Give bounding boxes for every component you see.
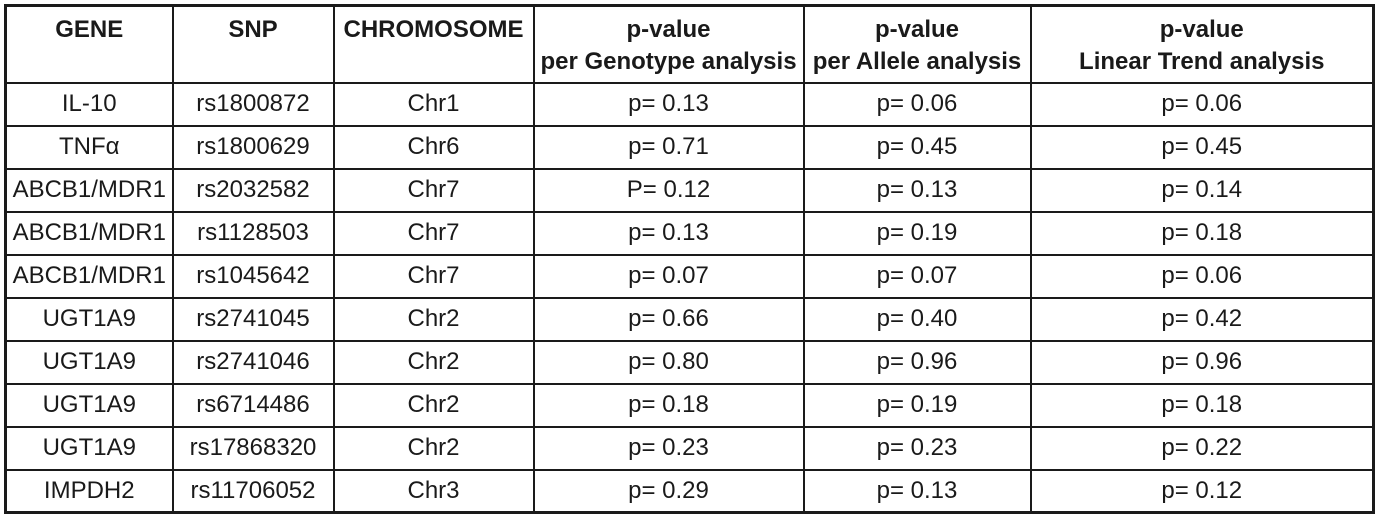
cell-snp: rs11706052 (171, 468, 335, 514)
cell-pvalue-genotype: p= 0.66 (532, 296, 805, 342)
cell-gene: ABCB1/MDR1 (4, 253, 174, 299)
cell-pvalue-allele: p= 0.45 (802, 124, 1032, 170)
cell-pvalue-genotype: p= 0.29 (532, 468, 805, 514)
cell-pvalue-linear-trend: p= 0.22 (1029, 425, 1375, 471)
table-row: IL-10 rs1800872 Chr1 p= 0.13 p= 0.06 p= … (4, 81, 1375, 127)
cell-chromosome: Chr7 (332, 167, 535, 213)
cell-pvalue-genotype: p= 0.80 (532, 339, 805, 385)
cell-pvalue-genotype: p= 0.23 (532, 425, 805, 471)
cell-pvalue-allele: p= 0.13 (802, 468, 1032, 514)
cell-snp: rs2741045 (171, 296, 335, 342)
table-row: TNFα rs1800629 Chr6 p= 0.71 p= 0.45 p= 0… (4, 124, 1375, 170)
cell-snp: rs6714486 (171, 382, 335, 428)
cell-pvalue-allele: p= 0.19 (802, 382, 1032, 428)
column-header-chromosome: CHROMOSOME (332, 4, 535, 84)
table-row: UGT1A9 rs17868320 Chr2 p= 0.23 p= 0.23 p… (4, 425, 1375, 471)
header-label-line2: per Allele analysis (812, 48, 1022, 75)
cell-pvalue-linear-trend: p= 0.18 (1029, 382, 1375, 428)
header-label: CHROMOSOME (343, 16, 524, 43)
column-header-pvalue-linear-trend: p-value Linear Trend analysis (1029, 4, 1375, 84)
cell-pvalue-allele: p= 0.13 (802, 167, 1032, 213)
cell-pvalue-linear-trend: p= 0.14 (1029, 167, 1375, 213)
cell-snp: rs1800872 (171, 81, 335, 127)
header-label-line2: per Genotype analysis (540, 48, 797, 75)
table-row: ABCB1/MDR1 rs1128503 Chr7 p= 0.13 p= 0.1… (4, 210, 1375, 256)
cell-pvalue-linear-trend: p= 0.42 (1029, 296, 1375, 342)
cell-chromosome: Chr6 (332, 124, 535, 170)
snp-pvalue-table: GENE SNP CHROMOSOME p-value per Genotype… (4, 4, 1375, 514)
header-label-line1: p-value (874, 16, 960, 43)
cell-chromosome: Chr7 (332, 253, 535, 299)
header-label: SNP (228, 16, 278, 43)
table-row: UGT1A9 rs6714486 Chr2 p= 0.18 p= 0.19 p=… (4, 382, 1375, 428)
cell-pvalue-linear-trend: p= 0.18 (1029, 210, 1375, 256)
cell-chromosome: Chr2 (332, 425, 535, 471)
table-row: UGT1A9 rs2741046 Chr2 p= 0.80 p= 0.96 p=… (4, 339, 1375, 385)
cell-pvalue-linear-trend: p= 0.45 (1029, 124, 1375, 170)
cell-gene: IMPDH2 (4, 468, 174, 514)
cell-gene: IL-10 (4, 81, 174, 127)
header-label-line1: p-value (1159, 16, 1244, 43)
cell-pvalue-genotype: p= 0.13 (532, 210, 805, 256)
cell-gene: ABCB1/MDR1 (4, 210, 174, 256)
cell-pvalue-genotype: P= 0.12 (532, 167, 805, 213)
cell-chromosome: Chr2 (332, 382, 535, 428)
cell-pvalue-allele: p= 0.06 (802, 81, 1032, 127)
cell-snp: rs2741046 (171, 339, 335, 385)
table-header: GENE SNP CHROMOSOME p-value per Genotype… (4, 4, 1375, 84)
cell-chromosome: Chr7 (332, 210, 535, 256)
cell-chromosome: Chr2 (332, 339, 535, 385)
cell-snp: rs17868320 (171, 425, 335, 471)
cell-chromosome: Chr1 (332, 81, 535, 127)
column-header-pvalue-allele: p-value per Allele analysis (802, 4, 1032, 84)
cell-pvalue-linear-trend: p= 0.12 (1029, 468, 1375, 514)
cell-pvalue-genotype: p= 0.71 (532, 124, 805, 170)
table-row: UGT1A9 rs2741045 Chr2 p= 0.66 p= 0.40 p=… (4, 296, 1375, 342)
cell-snp: rs1800629 (171, 124, 335, 170)
cell-pvalue-allele: p= 0.23 (802, 425, 1032, 471)
cell-chromosome: Chr3 (332, 468, 535, 514)
cell-pvalue-allele: p= 0.19 (802, 210, 1032, 256)
cell-pvalue-allele: p= 0.07 (802, 253, 1032, 299)
table-body: IL-10 rs1800872 Chr1 p= 0.13 p= 0.06 p= … (4, 81, 1375, 514)
cell-pvalue-allele: p= 0.40 (802, 296, 1032, 342)
cell-pvalue-allele: p= 0.96 (802, 339, 1032, 385)
cell-gene: UGT1A9 (4, 339, 174, 385)
header-label: GENE (55, 16, 124, 43)
column-header-pvalue-genotype: p-value per Genotype analysis (532, 4, 805, 84)
cell-gene: UGT1A9 (4, 425, 174, 471)
header-label-line1: p-value (626, 16, 711, 43)
cell-snp: rs1045642 (171, 253, 335, 299)
cell-pvalue-linear-trend: p= 0.06 (1029, 81, 1375, 127)
table-row: ABCB1/MDR1 rs2032582 Chr7 P= 0.12 p= 0.1… (4, 167, 1375, 213)
cell-gene: ABCB1/MDR1 (4, 167, 174, 213)
cell-pvalue-linear-trend: p= 0.06 (1029, 253, 1375, 299)
cell-gene: UGT1A9 (4, 296, 174, 342)
cell-chromosome: Chr2 (332, 296, 535, 342)
table-row: IMPDH2 rs11706052 Chr3 p= 0.29 p= 0.13 p… (4, 468, 1375, 514)
cell-pvalue-genotype: p= 0.18 (532, 382, 805, 428)
column-header-gene: GENE (4, 4, 174, 84)
cell-gene: TNFα (4, 124, 174, 170)
column-header-snp: SNP (171, 4, 335, 84)
cell-snp: rs2032582 (171, 167, 335, 213)
table-row: ABCB1/MDR1 rs1045642 Chr7 p= 0.07 p= 0.0… (4, 253, 1375, 299)
cell-pvalue-genotype: p= 0.13 (532, 81, 805, 127)
cell-snp: rs1128503 (171, 210, 335, 256)
header-row: GENE SNP CHROMOSOME p-value per Genotype… (4, 4, 1375, 84)
cell-pvalue-genotype: p= 0.07 (532, 253, 805, 299)
cell-gene: UGT1A9 (4, 382, 174, 428)
header-label-line2: Linear Trend analysis (1079, 48, 1325, 75)
cell-pvalue-linear-trend: p= 0.96 (1029, 339, 1375, 385)
